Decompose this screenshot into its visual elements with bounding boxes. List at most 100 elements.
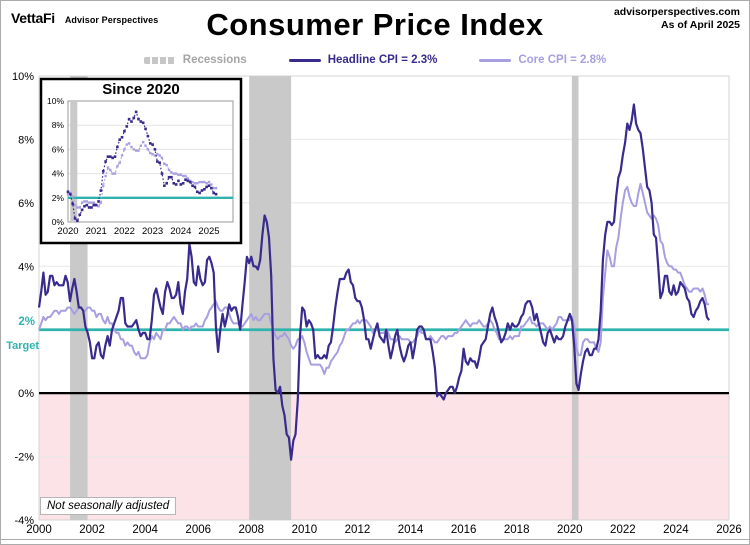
inset-core-line-marker [125,143,128,146]
inset-core-line-marker [156,153,159,156]
inset-core-line-marker [90,201,93,204]
inset-y-tick-label: 6% [52,144,65,154]
vettafi-logo: VettaFi Advisor Perspectives [11,10,158,26]
inset-core-line-marker [73,203,77,207]
inset-headline-line-marker [207,184,211,187]
inset-headline-line-marker [71,202,74,206]
inset-headline-line-marker [139,120,143,123]
x-tick-label: 2026 [716,524,742,536]
headline-line-swatch-icon [288,58,321,62]
inset-core-line-marker [167,168,171,172]
inset-core-line-marker [160,156,164,160]
inset-core-line-marker [146,148,150,151]
x-tick-label: 2016 [451,524,477,536]
inset-plot-border [67,100,234,223]
inset-headline-line-marker [132,116,136,120]
inset-core-line-marker [127,142,131,145]
inset-headline-line-marker [66,190,70,194]
inset-core-line-marker [71,195,74,198]
inset-core-line-marker [97,205,100,208]
inset-y-tick-label: 8% [52,120,65,130]
inset-core-line-marker [104,174,107,178]
x-tick-label: 2024 [663,524,689,536]
inset-headline-line-marker [113,155,117,158]
inset-core-line-marker [76,206,79,209]
inset-headline-line-marker [137,117,140,121]
x-tick-label: 2018 [504,524,530,536]
inset-headline-line-marker [148,142,152,145]
inset-core-line-marker [130,145,133,149]
inset-core-line-marker [214,186,218,190]
inset-headline-line-marker [186,179,190,183]
inset-headline-line-marker [97,200,100,203]
inset-headline-line-marker [125,125,129,128]
inset-core-line-marker [177,173,180,177]
inset-core-line-marker [198,180,201,184]
source-attribution: advisorperspectives.com As of April 2025 [614,6,740,32]
recession-swatch-icon [143,56,176,64]
inset-core-line-marker [149,151,152,155]
chart-legend: Recessions Headline CPI = 2.3% Core CPI … [1,54,749,66]
inset-headline-line-marker [80,208,84,212]
recession-band [571,76,579,520]
inset-headline-line-marker [123,129,126,133]
inset-core-line-marker [181,174,185,178]
footnote-not-seasonally-adjusted: Not seasonally adjusted [40,497,177,515]
inset-x-tick-label: 2024 [170,226,191,237]
x-tick-label: 2006 [185,524,211,536]
inset-core-line-marker [158,154,161,157]
inset-headline-line-marker [167,175,171,179]
inset-core-line-marker [116,165,119,168]
inset-core-line-marker [200,180,204,184]
inset-headline-line-marker [181,181,185,185]
inset-headline-line-marker [130,120,133,123]
inset-headline-line-marker [109,155,112,158]
x-tick-label: 2020 [557,524,583,536]
legend-item-headline: Headline CPI = 2.3% [288,54,438,66]
inset-core-line-marker [137,149,140,152]
legend-headline-label: Headline CPI = 2.3% [327,54,438,66]
y-tick-label: -4% [14,515,34,527]
inset-core-line-marker [83,200,86,203]
inset-headline-line-marker [146,134,150,138]
y-tick-label: -2% [14,452,34,464]
inset-core-line-marker [87,201,91,204]
inset-headline-line-marker [141,121,145,125]
plot-border [38,75,730,521]
inset-core-line-marker [132,148,135,151]
inset-headline-line-marker [106,155,110,158]
inset-headline-line-marker [104,160,107,163]
target-label: Target [6,340,39,352]
inset-headline-line-marker [195,190,199,194]
inset-core-line-marker [78,206,81,209]
inset-headline-line-marker [160,172,164,175]
inset-headline-line-marker [153,148,157,151]
inset-title: Since 2020 [102,81,180,98]
inset-y-tick-label: 10% [47,96,64,106]
x-tick-label: 2010 [292,524,318,536]
inset-core-line-marker [207,180,211,184]
inset-core-line-marker [153,154,157,157]
inset-headline-line-marker [120,136,124,139]
inset-headline-line-marker [177,179,180,183]
inset-core-line-marker [174,172,178,175]
inset-headline-line-marker [83,204,86,208]
inset-core-line-marker [99,201,103,204]
inset-core-line-marker [123,148,126,151]
inset-headline-line-marker [111,156,114,160]
inset-headline-line-marker [78,213,82,217]
inset-core-line-marker [165,163,168,167]
inset-headline-line-marker [94,203,98,207]
inset-headline-line-marker [203,188,206,191]
target-value-label: 2% [18,316,35,328]
inset-headline-line-marker [99,189,103,192]
inset-core-line-marker [193,182,197,185]
legend-recessions-label: Recessions [182,54,247,66]
inset-core-line-marker [134,149,138,152]
logo-primary-text: VettaFi [11,10,55,26]
inset-headline-line-marker [151,143,154,146]
x-tick-label: 2000 [26,524,52,536]
inset-headline-line-marker [205,185,208,189]
